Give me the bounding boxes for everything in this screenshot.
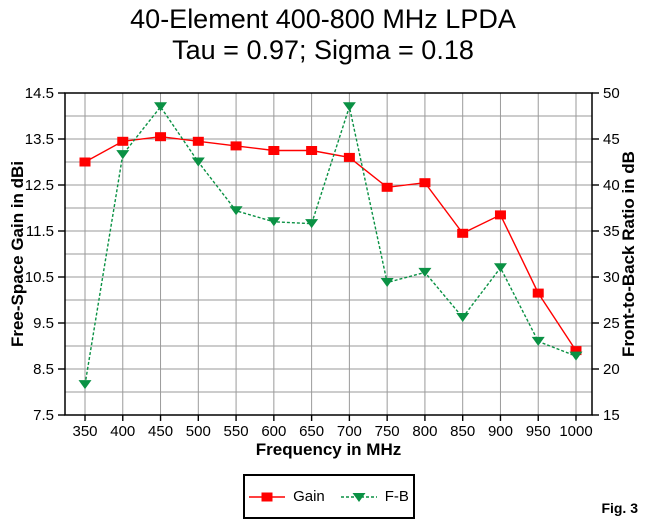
x-axis-tick-label: 750 — [375, 423, 400, 440]
right-axis-tick-label: 50 — [603, 85, 620, 102]
legend: Gain F-B — [243, 474, 415, 519]
data-point-marker — [191, 157, 205, 167]
right-axis-title: Front-to-Back Ratio in dB — [619, 151, 638, 357]
gain-series — [79, 132, 582, 356]
data-point-marker — [456, 312, 470, 322]
figure-label: Fig. 3 — [601, 500, 638, 516]
x-axis-tick-label: 400 — [110, 423, 135, 440]
data-point-marker — [569, 351, 583, 361]
left-axis-tick-label: 11.5 — [26, 223, 54, 240]
x-axis-tick-label: 550 — [224, 423, 249, 440]
right-axis-tick-label: 40 — [603, 177, 620, 194]
x-axis-title: Frequency in MHz — [255, 440, 402, 459]
legend-item-fb: F-B — [340, 488, 409, 505]
series-line — [84, 104, 577, 385]
legend-item-gain: Gain — [249, 488, 325, 505]
data-point-marker — [419, 178, 431, 188]
right-axis-tick-label: 35 — [603, 223, 620, 240]
chart-subtitle: Tau = 0.97; Sigma = 0.18 — [172, 35, 474, 65]
data-point-marker — [229, 206, 243, 216]
x-axis-tick-label: 500 — [186, 423, 211, 440]
x-axis-tick-label: 900 — [488, 423, 513, 440]
left-axis-tick-label: 12.5 — [25, 177, 54, 194]
data-point-marker — [381, 182, 393, 192]
data-point-marker — [570, 346, 582, 356]
left-axis-tick-label: 10.5 — [25, 269, 54, 286]
data-point-marker — [116, 150, 130, 160]
left-axis-tick-label: 13.5 — [25, 131, 54, 148]
fb-series — [78, 102, 583, 390]
left-axis-tick-label: 14.5 — [25, 85, 54, 102]
data-point-marker — [268, 146, 280, 155]
data-point-marker — [305, 219, 319, 229]
data-point-marker — [343, 152, 355, 162]
data-point-marker — [267, 217, 281, 227]
gain-marker-icon — [249, 492, 286, 501]
x-axis-tick-label: 950 — [526, 423, 551, 440]
left-axis-tick-label: 9.5 — [33, 315, 54, 332]
data-point-marker — [230, 141, 242, 151]
data-point-marker — [154, 102, 168, 112]
x-axis-tick-label: 1000 — [559, 423, 592, 440]
x-axis-tick-label: 600 — [261, 423, 286, 440]
data-point-marker — [192, 136, 204, 146]
data-point-marker — [306, 146, 318, 155]
right-axis-tick-label: 45 — [603, 131, 620, 148]
series-line — [84, 135, 577, 351]
chart-title: 40-Element 400-800 MHz LPDA — [130, 4, 516, 34]
data-point-marker — [493, 263, 507, 273]
data-point-marker — [79, 157, 91, 167]
data-point-marker — [155, 132, 167, 142]
data-point-marker — [494, 210, 506, 220]
data-point-marker — [531, 336, 545, 346]
left-axis-tick-label: 7.5 — [33, 407, 54, 424]
right-axis-tick-label: 20 — [603, 361, 620, 378]
x-axis-tick-label: 800 — [412, 423, 437, 440]
x-axis-tick-label: 350 — [72, 423, 97, 440]
plot-border — [64, 92, 593, 416]
data-point-marker — [532, 288, 544, 298]
x-axis-tick-label: 700 — [337, 423, 362, 440]
data-point-marker — [78, 380, 92, 390]
data-point-marker — [418, 267, 432, 277]
fb-marker-icon — [340, 492, 377, 502]
data-point-marker — [457, 228, 469, 238]
left-axis-tick-label: 8.5 — [33, 361, 54, 378]
left-axis-title: Free-Space Gain in dBi — [8, 160, 27, 348]
right-axis-tick-label: 15 — [603, 407, 620, 424]
data-point-marker — [380, 278, 394, 288]
right-axis-tick-label: 30 — [603, 269, 620, 286]
legend-label-fb: F-B — [384, 488, 409, 505]
right-axis-tick-label: 25 — [603, 315, 620, 332]
x-axis-tick-label: 850 — [450, 423, 475, 440]
x-axis-tick-label: 650 — [299, 423, 324, 440]
data-point-marker — [342, 102, 356, 112]
data-point-marker — [117, 136, 129, 146]
x-axis-tick-label: 450 — [148, 423, 173, 440]
legend-label-gain: Gain — [293, 488, 325, 505]
